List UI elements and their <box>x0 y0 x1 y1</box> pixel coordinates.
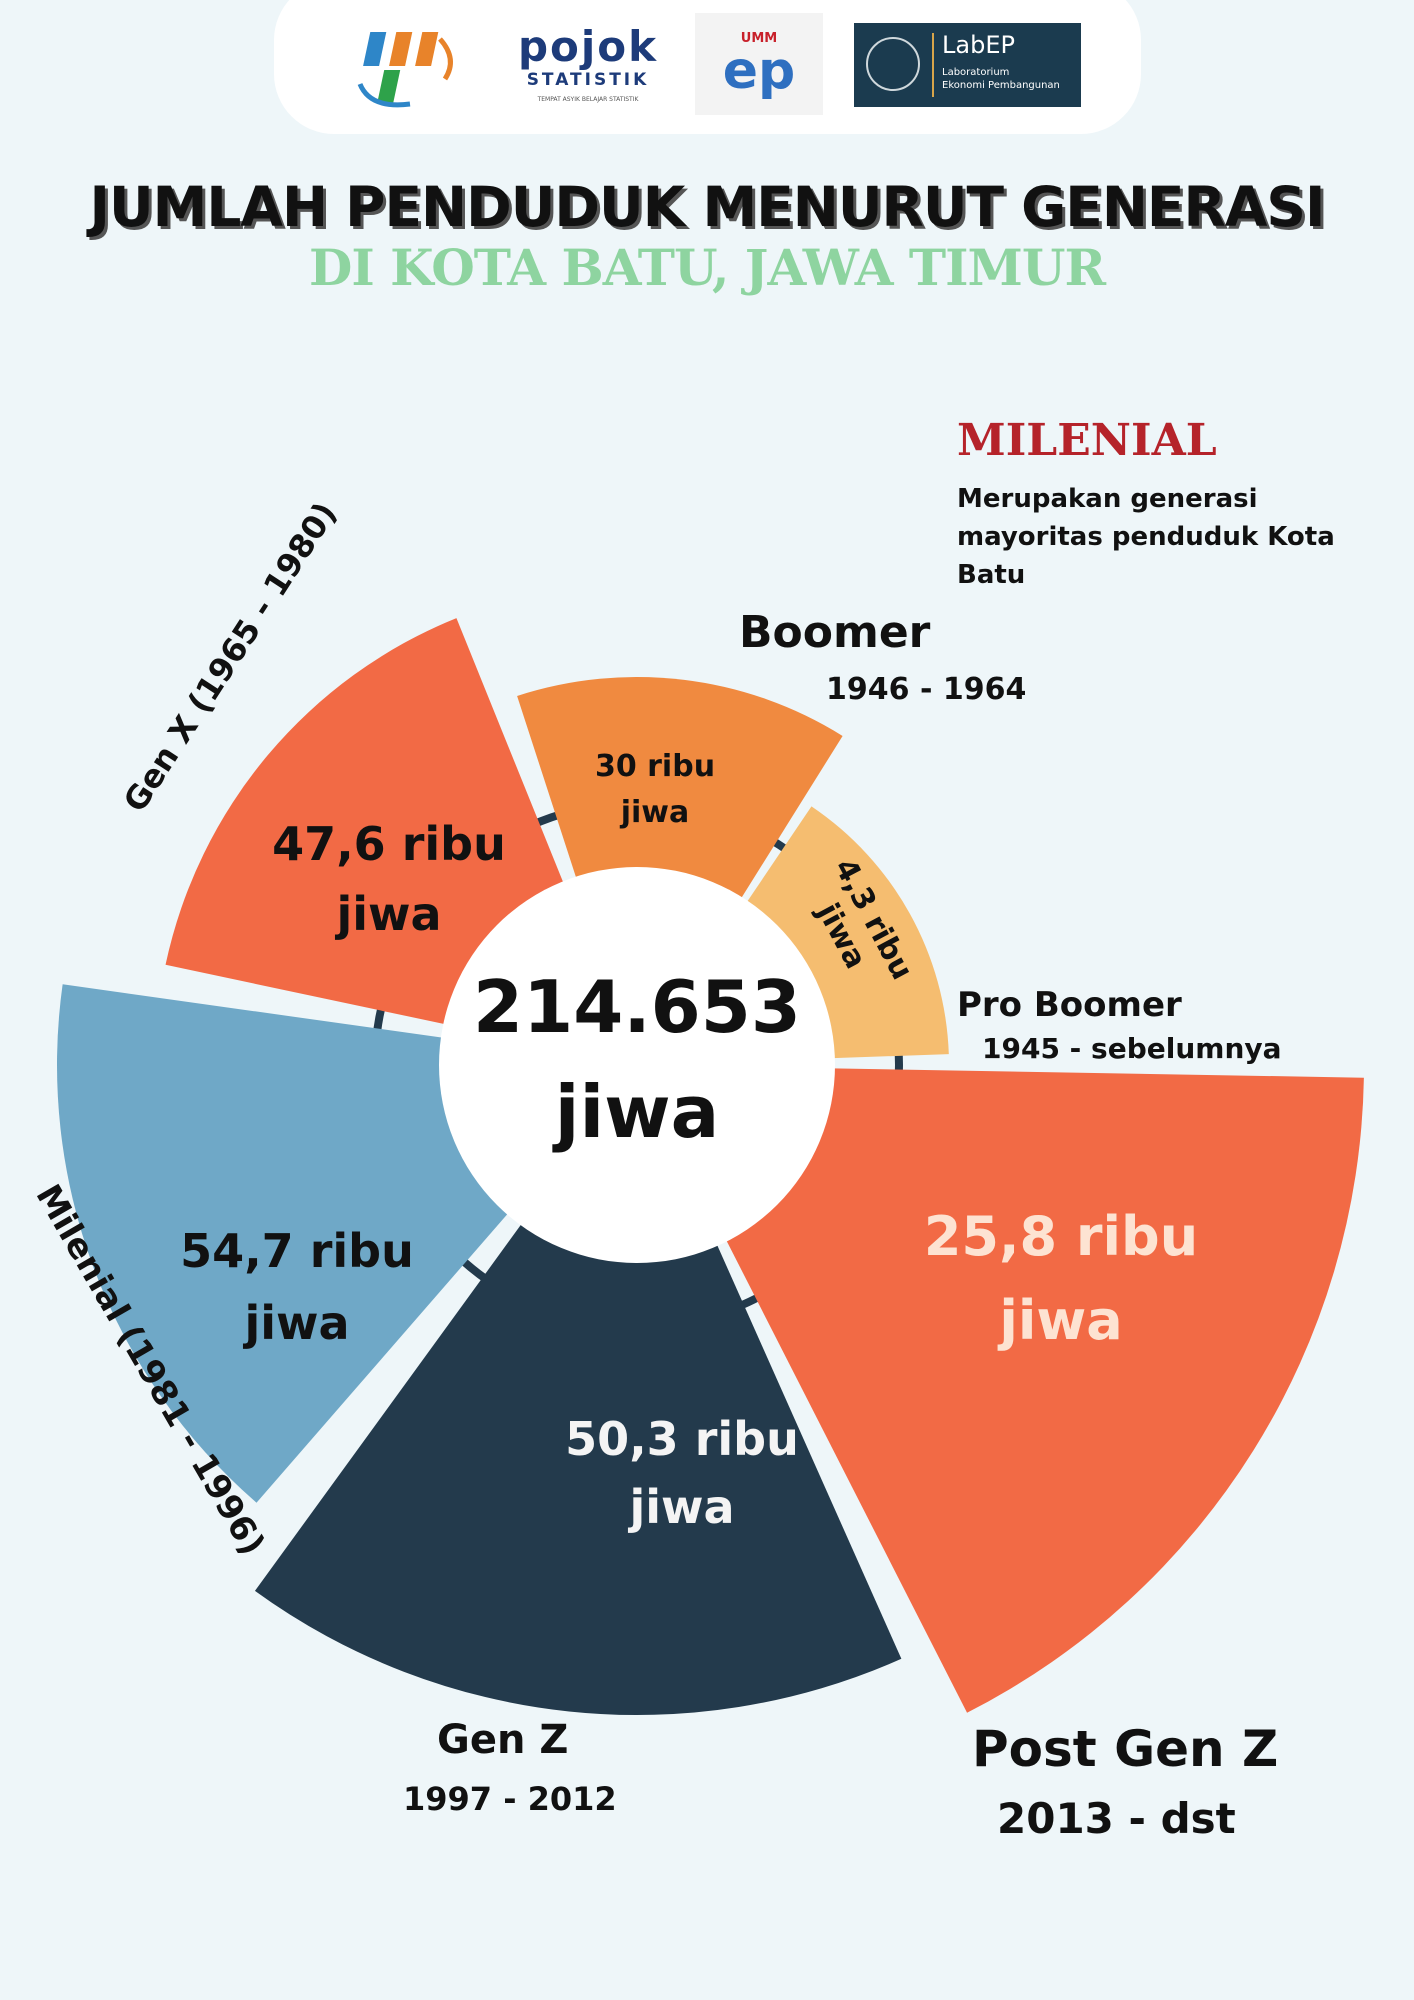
umm-ep-logo: UMM ep <box>695 13 823 115</box>
value-label-gen-x: 47,6 ribu jiwa <box>272 817 506 941</box>
segment-boomer <box>517 677 843 1065</box>
labep-text: LabEP <box>942 31 1015 59</box>
years-label-post-gen-z: 2013 - dst <box>997 1794 1236 1843</box>
years-label-gen-z: 1997 - 2012 <box>403 1780 617 1818</box>
pojok-statistik-logo: pojok STATISTIK TEMPAT ASYIK BELAJAR STA… <box>510 24 666 117</box>
ep-text: ep <box>722 41 796 101</box>
labep-line1: Laboratorium <box>942 67 1010 78</box>
labep-seal-icon <box>866 37 920 91</box>
category-label-pro-boomer: Pro Boomer <box>957 985 1182 1025</box>
pojok-text: pojok <box>517 22 659 71</box>
labep-logo: LabEP Laboratorium Ekonomi Pembangunan <box>854 23 1081 107</box>
years-label-pro-boomer: 1945 - sebelumnya <box>982 1032 1282 1065</box>
highlight-heading: MILENIAL <box>957 415 1217 466</box>
tagline-text: TEMPAT ASYIK BELAJAR STATISTIK <box>537 96 639 103</box>
highlight-text: Merupakan generasi mayoritas penduduk Ko… <box>957 484 1335 590</box>
value-label-gen-z: 50,3 ribu jiwa <box>565 1412 799 1534</box>
labep-line2: Ekonomi Pembangunan <box>942 80 1060 91</box>
value-label-milenial: 54,7 ribu jiwa <box>180 1224 414 1350</box>
category-label-boomer: Boomer <box>739 607 931 658</box>
page-title: JUMLAH PENDUDUK MENURUT GENERASI <box>89 175 1326 239</box>
bps-logo <box>357 32 453 108</box>
value-label-post-gen-z: 25,8 ribu jiwa <box>923 1205 1199 1352</box>
total-unit: jiwa <box>554 1070 720 1154</box>
years-label-boomer: 1946 - 1964 <box>826 672 1027 707</box>
page-subtitle: DI KOTA BATU, JAWA TIMUR <box>308 238 1106 297</box>
category-label-post-gen-z: Post Gen Z <box>972 1720 1279 1778</box>
umm-text: UMM <box>740 31 778 46</box>
segment-post-gen-z <box>637 1065 1364 1713</box>
statistik-text: STATISTIK <box>526 70 650 90</box>
category-label-gen-z: Gen Z <box>437 1717 569 1763</box>
segment-gen-z <box>254 1065 902 1716</box>
value-label-boomer: 30 ribu jiwa <box>594 749 716 830</box>
center-circle <box>439 867 835 1263</box>
total-value: 214.653 <box>473 965 801 1049</box>
